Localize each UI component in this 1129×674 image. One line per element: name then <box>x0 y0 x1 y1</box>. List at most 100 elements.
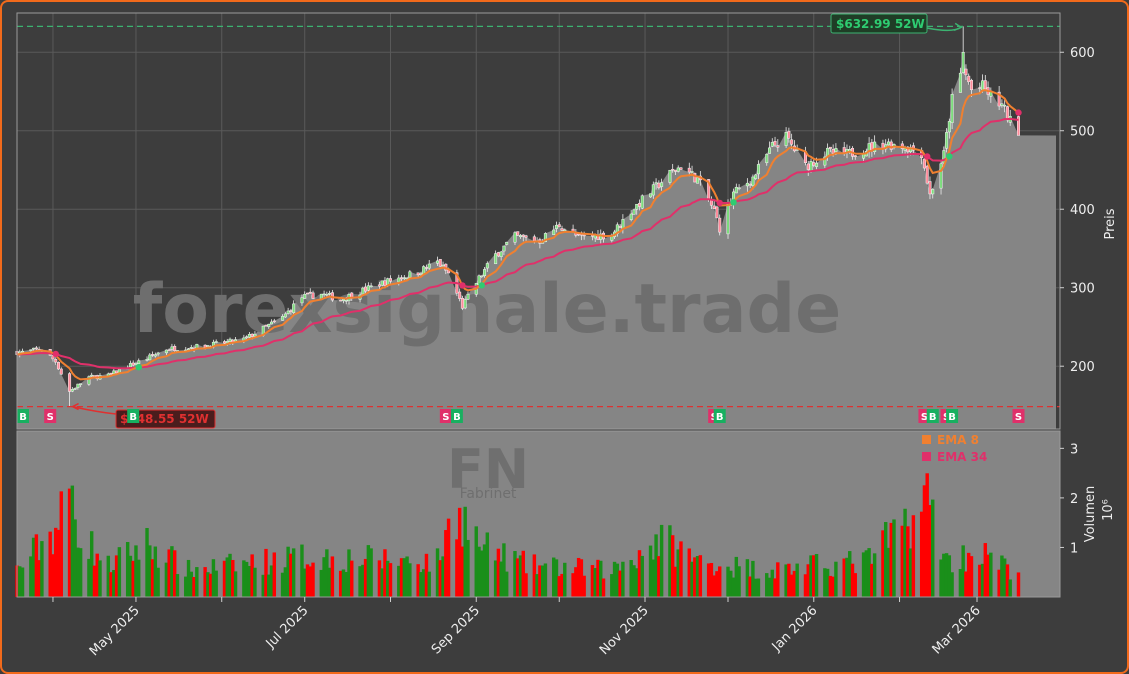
volume-bar <box>715 571 719 597</box>
volume-bar <box>380 568 384 597</box>
candle-body <box>532 236 536 242</box>
candle-body <box>654 182 658 185</box>
price-tick-label: 500 <box>1070 125 1095 140</box>
volume-bar <box>668 525 672 597</box>
candle <box>388 275 392 284</box>
candle <box>640 194 644 210</box>
volume-bar <box>958 569 963 597</box>
volume-bar <box>189 571 194 597</box>
candle <box>552 225 556 235</box>
volume-bar <box>112 570 116 597</box>
signal-box <box>127 409 140 423</box>
volume-bar <box>228 553 232 597</box>
volume-bar <box>806 564 810 597</box>
volume-bar <box>803 574 808 597</box>
candle-body <box>34 347 38 350</box>
ema-buy-cross-marker <box>946 153 953 160</box>
candle-body <box>460 297 464 309</box>
candle-body <box>480 275 484 277</box>
candle <box>745 178 749 192</box>
ema-last-marker <box>1015 109 1022 116</box>
volume-bar <box>687 548 691 597</box>
candle-body <box>79 383 83 385</box>
legend-swatch-ema-8 <box>922 435 931 444</box>
volume-bar <box>590 565 595 597</box>
signal-label: B <box>948 412 956 423</box>
candle <box>668 169 672 185</box>
volume-panel: FN Fabrinet EMA 8 EMA 34 1 2 3 Volumen 10⁶ <box>15 430 1116 598</box>
candle <box>73 387 77 390</box>
volume-bar <box>59 491 63 597</box>
volume-axis: 1 2 3 <box>1060 442 1078 556</box>
volume-bar <box>922 485 927 597</box>
candle <box>671 163 675 173</box>
candle-body <box>552 229 556 235</box>
volume-bar <box>557 576 561 597</box>
volume-bar <box>37 560 41 597</box>
candle <box>947 118 951 139</box>
candle <box>828 146 832 153</box>
candle-body <box>787 130 791 139</box>
candle <box>1000 99 1004 108</box>
candle-body <box>505 241 509 245</box>
volume-bar <box>610 574 614 597</box>
volume-bar <box>1016 572 1021 597</box>
volume-bar <box>900 525 905 597</box>
volume-bar <box>825 568 830 597</box>
candle-body <box>945 132 949 149</box>
volume-bar <box>441 556 445 597</box>
candle-body <box>886 141 890 146</box>
volume-bar <box>341 569 346 597</box>
candle <box>499 251 503 261</box>
candle-body <box>153 354 157 357</box>
volume-bar <box>361 564 365 597</box>
52w-low-label: $148.55 52W <box>120 412 209 426</box>
volume-bar <box>563 562 567 597</box>
price-tick-label: 400 <box>1070 203 1095 218</box>
candle <box>649 193 653 198</box>
signal-label: S <box>921 412 928 423</box>
volume-bar <box>513 551 517 597</box>
candle-body <box>964 68 968 76</box>
volume-bar <box>366 545 371 597</box>
volume-bar <box>637 550 642 597</box>
volume-bar <box>272 552 277 597</box>
candle <box>768 141 772 154</box>
candle-body <box>751 176 755 187</box>
volume-bar <box>726 566 730 597</box>
candle-body <box>419 273 423 275</box>
candle-body <box>57 362 60 370</box>
candle <box>463 295 467 310</box>
volume-bar <box>480 550 484 597</box>
volume-bar <box>792 570 797 597</box>
volume-bar <box>51 554 55 597</box>
candle-body <box>983 80 987 90</box>
candle <box>92 375 96 377</box>
candle-body <box>369 285 373 288</box>
volume-bar <box>56 529 61 597</box>
volume-bar <box>552 557 556 597</box>
volume-bar <box>502 543 506 597</box>
volume-bar <box>363 558 368 597</box>
signal-box <box>1012 409 1025 423</box>
candle <box>137 358 141 365</box>
volume-bar <box>40 541 44 597</box>
candle <box>438 259 442 267</box>
legend-label-ema-8: EMA 8 <box>937 433 979 447</box>
volume-bar <box>208 573 213 597</box>
volume-bar <box>186 559 191 597</box>
ema-buy-cross-marker <box>478 282 485 289</box>
volume-bar <box>117 547 122 597</box>
volume-bar <box>986 554 990 597</box>
volume-bar <box>947 555 952 597</box>
volume-bar <box>632 565 636 597</box>
candle <box>673 169 677 176</box>
candle-body <box>795 149 799 151</box>
candle-body <box>164 349 168 354</box>
candle-body <box>441 264 445 267</box>
candle <box>264 324 268 327</box>
signal-label: S <box>1015 412 1022 423</box>
candle <box>754 173 758 181</box>
buy-signal: B <box>946 409 959 423</box>
candle <box>292 300 296 315</box>
